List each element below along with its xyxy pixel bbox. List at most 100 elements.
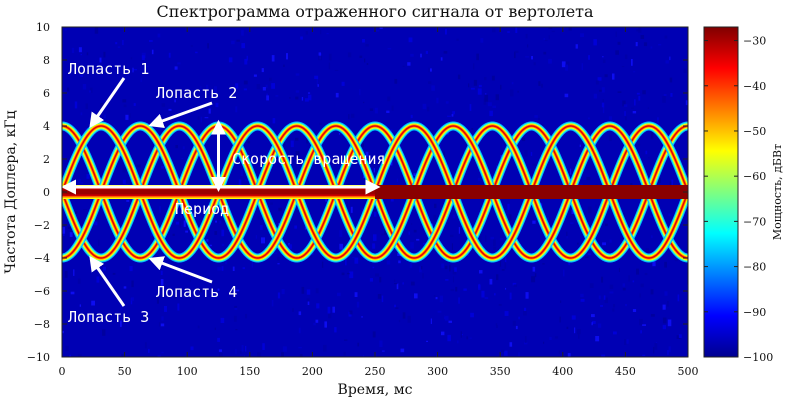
noise-speck bbox=[509, 292, 512, 300]
annotation-blade-4: Лопасть 4 bbox=[156, 283, 237, 301]
noise-speck bbox=[346, 201, 348, 208]
noise-speck bbox=[311, 251, 314, 255]
noise-speck bbox=[651, 235, 653, 239]
noise-speck bbox=[292, 308, 294, 312]
noise-speck bbox=[373, 206, 377, 212]
noise-speck bbox=[206, 239, 209, 242]
y-tick-label: 10 bbox=[36, 21, 50, 34]
noise-speck bbox=[420, 53, 422, 58]
noise-speck bbox=[514, 50, 519, 53]
noise-speck bbox=[485, 235, 487, 242]
noise-speck bbox=[379, 27, 383, 29]
chart-title: Спектрограмма отраженного сигнала от вер… bbox=[156, 2, 594, 21]
noise-speck bbox=[390, 160, 393, 166]
noise-speck bbox=[80, 182, 84, 184]
noise-speck bbox=[269, 77, 272, 82]
noise-speck bbox=[179, 221, 182, 228]
noise-speck bbox=[345, 258, 347, 266]
noise-speck bbox=[564, 93, 569, 98]
colorbar: −30 −40 −50 −60 −70 −80 −90 −100 Мощность, дБВт bbox=[703, 26, 784, 364]
noise-speck bbox=[103, 266, 106, 271]
noise-speck bbox=[325, 197, 327, 202]
noise-speck bbox=[554, 336, 559, 339]
noise-speck bbox=[524, 307, 527, 311]
noise-speck bbox=[478, 235, 482, 243]
noise-speck bbox=[662, 304, 666, 310]
noise-speck bbox=[487, 102, 492, 107]
noise-speck bbox=[141, 55, 145, 60]
noise-speck bbox=[240, 169, 243, 176]
noise-speck bbox=[484, 297, 489, 299]
noise-speck bbox=[563, 269, 565, 277]
noise-speck bbox=[587, 206, 592, 214]
noise-speck bbox=[636, 92, 640, 95]
noise-speck bbox=[379, 340, 383, 347]
noise-speck bbox=[217, 267, 221, 271]
noise-speck bbox=[161, 165, 165, 169]
colorbar-tick-label: −90 bbox=[743, 306, 766, 319]
noise-speck bbox=[587, 253, 591, 256]
noise-speck bbox=[80, 74, 83, 77]
noise-speck bbox=[209, 244, 212, 247]
noise-speck bbox=[328, 312, 332, 319]
noise-speck bbox=[271, 55, 275, 62]
noise-speck bbox=[580, 293, 584, 298]
noise-speck bbox=[517, 90, 519, 93]
noise-speck bbox=[122, 179, 126, 184]
noise-speck bbox=[129, 203, 132, 207]
x-axis-label: Время, мс bbox=[338, 382, 413, 398]
colorbar-tick-label: −30 bbox=[743, 35, 766, 48]
noise-speck bbox=[549, 217, 551, 220]
noise-speck bbox=[289, 97, 291, 99]
noise-speck bbox=[212, 293, 215, 299]
noise-speck bbox=[577, 329, 581, 335]
noise-speck bbox=[288, 243, 290, 246]
noise-speck bbox=[578, 333, 580, 339]
noise-speck bbox=[608, 116, 612, 120]
noise-speck bbox=[601, 354, 606, 357]
noise-speck bbox=[667, 350, 669, 355]
noise-speck bbox=[402, 312, 406, 319]
noise-speck bbox=[638, 27, 642, 33]
noise-speck bbox=[308, 92, 311, 94]
noise-speck bbox=[504, 350, 508, 356]
noise-speck bbox=[396, 283, 399, 290]
noise-speck bbox=[602, 107, 605, 114]
noise-speck bbox=[117, 46, 121, 48]
noise-speck bbox=[257, 352, 262, 357]
noise-speck bbox=[586, 176, 591, 181]
noise-speck bbox=[507, 31, 510, 33]
y-tick-label: −6 bbox=[34, 285, 50, 298]
noise-speck bbox=[247, 154, 250, 157]
noise-speck bbox=[278, 223, 280, 226]
noise-speck bbox=[565, 64, 568, 71]
noise-speck bbox=[602, 242, 606, 246]
noise-speck bbox=[602, 99, 604, 106]
noise-speck bbox=[592, 321, 596, 324]
noise-speck bbox=[632, 111, 637, 114]
noise-speck bbox=[306, 289, 311, 295]
noise-speck bbox=[664, 261, 667, 268]
noise-speck bbox=[129, 266, 133, 272]
noise-speck bbox=[601, 87, 605, 93]
noise-speck bbox=[466, 336, 468, 340]
noise-speck bbox=[67, 87, 70, 92]
noise-speck bbox=[492, 28, 496, 33]
noise-speck bbox=[470, 312, 474, 318]
noise-speck bbox=[640, 35, 645, 39]
noise-speck bbox=[244, 179, 249, 181]
noise-speck bbox=[158, 322, 161, 327]
noise-speck bbox=[73, 269, 75, 276]
noise-speck bbox=[636, 29, 640, 32]
noise-speck bbox=[185, 230, 188, 233]
noise-speck bbox=[495, 323, 498, 326]
noise-speck bbox=[238, 179, 242, 186]
noise-speck bbox=[278, 207, 282, 212]
noise-speck bbox=[344, 339, 348, 341]
noise-speck bbox=[496, 274, 499, 281]
noise-speck bbox=[65, 345, 69, 352]
noise-speck bbox=[398, 260, 401, 264]
noise-speck bbox=[469, 337, 472, 339]
noise-speck bbox=[593, 93, 597, 99]
noise-speck bbox=[408, 37, 413, 43]
